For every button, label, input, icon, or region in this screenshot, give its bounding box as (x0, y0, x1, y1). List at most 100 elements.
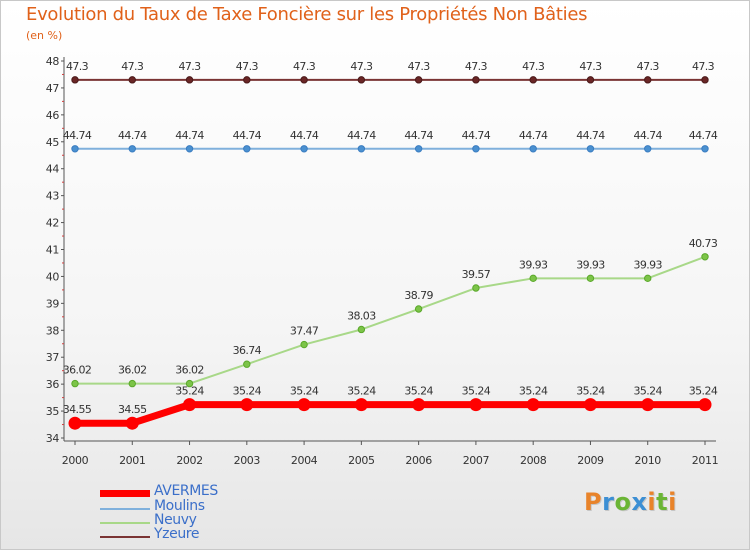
data-label: 39.57 (462, 268, 491, 281)
data-label: 44.74 (519, 129, 548, 142)
data-point (128, 379, 136, 388)
legend-swatch (100, 536, 150, 538)
y-tick-label: 38 (46, 324, 60, 337)
data-label: 35.24 (347, 385, 376, 398)
data-point (125, 416, 139, 430)
data-point (68, 416, 82, 430)
data-label: 36.02 (175, 364, 204, 377)
series-avermes (68, 398, 712, 430)
data-label: 38.03 (347, 309, 376, 322)
data-point (414, 145, 423, 153)
legend-label: Yzeure (154, 526, 200, 542)
data-labels-layer: 34.55 34.55 35.24 35.24 35.24 35.24 35.24 35.24… (63, 60, 719, 416)
data-point (300, 340, 308, 349)
data-point (357, 325, 366, 334)
legend-swatch (100, 490, 150, 497)
data-point (243, 145, 251, 153)
x-tick-label: 2006 (405, 454, 432, 467)
data-label: 47.3 (293, 60, 316, 73)
data-label: 47.3 (121, 60, 144, 73)
data-point (701, 76, 709, 84)
data-point (586, 145, 595, 153)
data-label: 35.24 (290, 385, 319, 398)
x-tick-label: 2007 (463, 454, 490, 467)
y-tick-label: 45 (46, 136, 60, 149)
x-tick-label: 2000 (62, 454, 89, 467)
x-tick-label: 2003 (234, 454, 261, 467)
data-label: 47.3 (637, 60, 660, 73)
logo-letter: t (656, 488, 669, 516)
data-point (701, 253, 709, 261)
legend-swatch (100, 508, 150, 510)
data-label: 44.74 (175, 129, 204, 142)
data-point (698, 398, 712, 412)
data-point (529, 145, 537, 153)
legend-item-neuvy: Neuvy (100, 512, 300, 529)
data-point (529, 274, 537, 283)
data-label: 44.74 (347, 129, 376, 142)
legend-swatch (100, 522, 150, 524)
data-label: 38.79 (404, 289, 433, 302)
data-label: 35.24 (462, 385, 491, 398)
data-label: 35.24 (404, 385, 433, 398)
data-point (472, 284, 480, 292)
data-label: 35.24 (689, 385, 718, 398)
data-point (128, 145, 136, 153)
y-tick-label: 46 (46, 109, 60, 122)
legend-item-moulins: Moulins (100, 498, 300, 515)
y-tick-label: 44 (46, 163, 60, 176)
y-tick-label: 36 (46, 378, 60, 391)
data-label: 47.3 (408, 60, 431, 73)
y-tick-label: 41 (46, 244, 59, 257)
data-point (240, 398, 254, 412)
data-label: 34.55 (63, 403, 92, 416)
data-label: 44.74 (118, 129, 147, 142)
series-moulins (71, 145, 709, 153)
data-label: 47.3 (66, 60, 89, 73)
data-point (297, 398, 311, 412)
x-tick-label: 2009 (577, 454, 604, 467)
x-tick-label: 2010 (635, 454, 662, 467)
data-label: 39.93 (519, 258, 548, 271)
data-point (71, 379, 79, 388)
chart-title: Evolution du Taux de Taxe Foncière sur l… (26, 4, 588, 25)
data-point (183, 398, 197, 412)
series-neuvy (71, 253, 709, 388)
logo-letter: x (631, 488, 648, 516)
data-point (357, 76, 366, 84)
y-tick-label: 48 (46, 55, 60, 68)
chart-axes: 34 35 36 37 38 39 40 41 42 43 44 45 46 47 48 2000 2001 20… (46, 55, 719, 467)
logo-letter: i (647, 488, 657, 516)
x-tick-label: 2011 (692, 454, 718, 467)
logo-letter: r (602, 488, 615, 516)
data-label: 35.24 (576, 385, 605, 398)
data-point (414, 76, 423, 84)
x-tick-label: 2001 (119, 454, 145, 467)
data-label: 39.93 (576, 258, 605, 271)
data-label: 36.02 (118, 364, 147, 377)
data-label: 44.74 (689, 129, 718, 142)
data-point (583, 398, 597, 412)
data-point (354, 398, 368, 412)
data-point (586, 274, 595, 283)
data-label: 35.24 (633, 385, 662, 398)
y-tick-label: 40 (46, 270, 60, 283)
logo-letter: P (584, 488, 603, 516)
y-tick-label: 47 (46, 82, 60, 95)
data-point (300, 76, 308, 84)
data-point (243, 76, 251, 84)
data-label: 44.74 (290, 129, 319, 142)
y-tick-label: 35 (46, 405, 60, 418)
legend-item-yzeure: Yzeure (100, 526, 300, 543)
data-point (644, 145, 652, 153)
chart-unit-label: (en %) (26, 29, 63, 42)
data-point (526, 398, 540, 412)
y-tick-label: 42 (46, 217, 59, 230)
legend-label: Neuvy (154, 512, 197, 528)
data-point (412, 398, 426, 412)
series-line-avermes (75, 401, 705, 427)
logo-letter: i (668, 488, 677, 516)
data-point (243, 360, 251, 368)
y-tick-label: 37 (46, 351, 60, 364)
